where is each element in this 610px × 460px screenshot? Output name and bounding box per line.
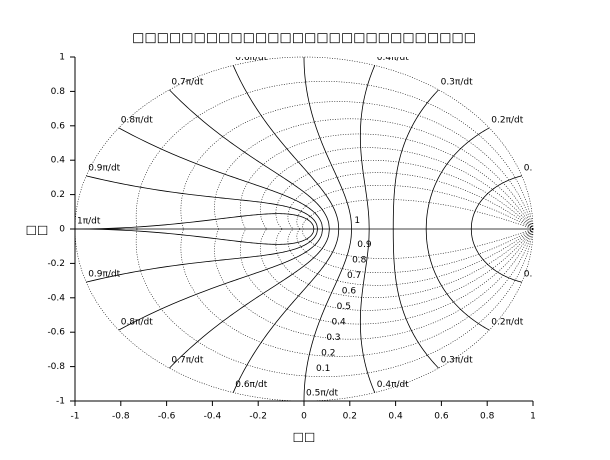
frequency-label: 0.1π/dt: [524, 163, 556, 173]
damping-label: 0.7: [347, 271, 361, 281]
damping-label: 0.8: [352, 255, 367, 265]
damping-curve: [275, 160, 534, 230]
frequency-label: 0.5π/dt: [306, 389, 338, 399]
frequency-curve: [169, 89, 330, 230]
chart-title: □□□□□□□□□□□□□□□□□□□□□□□□□□□□: [132, 31, 476, 46]
frequency-label: 0.4π/dt: [377, 380, 409, 390]
frequency-curve: [86, 175, 318, 230]
y-tick-label: 1: [59, 53, 65, 63]
damping-label: 0.2: [321, 348, 335, 358]
frequency-label: 0.7π/dt: [171, 356, 203, 366]
y-axis-label: □□: [26, 223, 49, 237]
damping-curve: [239, 133, 534, 230]
damping-curve: [296, 228, 534, 274]
x-tick-label: -1: [71, 412, 80, 422]
frequency-curve: [425, 228, 490, 331]
y-tick-label: -0.2: [47, 259, 65, 269]
damping-curve: [287, 172, 534, 230]
damping-curve: [135, 228, 534, 377]
damping-label: 0.9: [357, 240, 372, 250]
frequency-label: 0.4π/dt: [377, 53, 409, 63]
damping-curve: [296, 184, 534, 230]
frequency-label: 0.8π/dt: [121, 115, 153, 125]
damping-curve: [302, 199, 534, 230]
y-tick-label: 0.6: [51, 121, 66, 131]
frequency-label: 0.6π/dt: [235, 380, 267, 390]
frequency-curve: [74, 213, 315, 245]
y-tick-label: -0.4: [47, 293, 65, 303]
frequency-label: 0.5π/dt: [306, 45, 338, 55]
x-tick-label: 0.6: [434, 412, 449, 422]
x-tick-label: 0.2: [343, 412, 357, 422]
damping-label: 0.4: [331, 317, 346, 327]
frequency-curve: [232, 228, 340, 393]
frequency-curve: [118, 228, 323, 331]
x-tick-label: -0.8: [112, 412, 130, 422]
y-tick-label: 0.8: [51, 87, 66, 97]
frequency-label: 0.8π/dt: [121, 318, 153, 328]
y-tick-label: -0.6: [47, 328, 65, 338]
damping-label: 0.6: [342, 286, 357, 296]
frequency-label: 0.7π/dt: [171, 77, 203, 87]
frequency-curve: [359, 65, 376, 230]
x-tick-label: 0: [301, 412, 307, 422]
y-tick-label: 0: [59, 225, 65, 235]
damping-curve: [302, 228, 534, 259]
frequency-curve: [392, 89, 439, 230]
x-tick-label: -0.6: [158, 412, 176, 422]
frequency-label: 0.1π/dt: [524, 270, 556, 280]
damping-label: 0.3: [326, 333, 340, 343]
frequency-label: 0.2π/dt: [491, 115, 523, 125]
damping-label: 0.1: [316, 364, 330, 374]
damping-curve: [180, 101, 534, 230]
x-tick-label: 0.8: [480, 412, 495, 422]
x-tick-label: -0.2: [249, 412, 267, 422]
x-axis-label: □□: [293, 430, 316, 444]
x-tick-label: 1: [530, 412, 536, 422]
y-tick-label: 0.4: [51, 156, 66, 166]
frequency-curve: [425, 127, 490, 230]
frequency-label: 0.3π/dt: [441, 356, 473, 366]
frequency-curve: [232, 65, 340, 230]
frequency-curve: [470, 175, 522, 230]
frequency-curve: [118, 127, 323, 230]
damping-curve: [239, 228, 534, 325]
frequency-curve: [86, 228, 318, 283]
damping-curve: [259, 228, 534, 311]
frequency-curve: [359, 228, 376, 393]
x-tick-label: -0.4: [204, 412, 222, 422]
damping-curve: [214, 228, 534, 340]
curve-labels: 0.1π/dt 0.1π/dt 0.2π/dt 0.2π/dt 0.3π/dt 0.3π/…: [77, 45, 556, 399]
y-tick-label: -0.8: [47, 362, 65, 372]
frequency-curve: [303, 228, 352, 402]
damping-curve: [287, 228, 534, 286]
damping-curve: [259, 147, 534, 230]
frequency-curve: [303, 56, 352, 230]
damping-label: 1: [354, 216, 360, 226]
y-tick-label: -1: [56, 397, 65, 407]
frequency-label: 0.2π/dt: [491, 318, 523, 328]
x-tick-label: 0.4: [388, 412, 403, 422]
frequency-curve: [470, 228, 522, 283]
y-tick-label: 0.2: [51, 190, 65, 200]
frequency-label: 0.9π/dt: [88, 270, 120, 280]
frequency-label: 0.3π/dt: [441, 77, 473, 87]
frequency-label: 0.9π/dt: [88, 163, 120, 173]
damping-curve: [275, 228, 534, 298]
frequency-curve: [169, 228, 330, 369]
damping-curve: [135, 81, 534, 230]
frequency-label: 1π/dt: [77, 217, 101, 227]
frequency-label: 0.6π/dt: [235, 53, 267, 63]
frequency-curve: [392, 228, 439, 369]
damping-label: 0.5: [337, 302, 351, 312]
damping-curve: [214, 118, 534, 230]
